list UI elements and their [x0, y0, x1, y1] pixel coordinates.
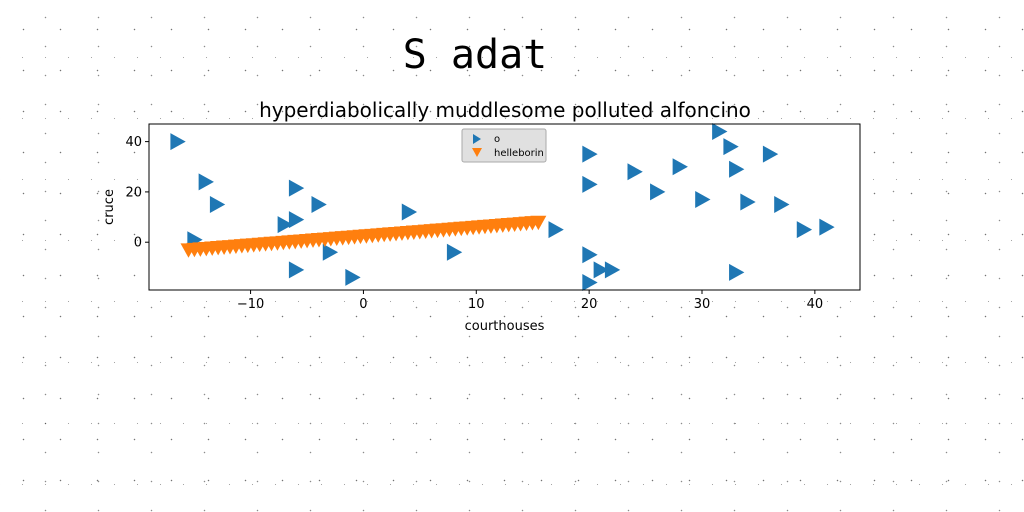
scatter-point-o [695, 190, 711, 208]
x-tick-label: 30 [694, 297, 711, 312]
scatter-point-o [762, 145, 779, 163]
scatter-point-o [170, 133, 186, 151]
series-layer [170, 123, 835, 291]
figure-suptitle: S adat [403, 32, 548, 78]
scatter-point-o [311, 195, 327, 213]
scatter-point-o [729, 160, 745, 178]
scatter-point-o [288, 211, 305, 229]
legend-marker-o [473, 134, 481, 144]
legend-label-o: o [494, 134, 500, 145]
y-tick-label: 40 [125, 135, 142, 150]
scatter-point-o [796, 221, 813, 239]
scatter-point-o [740, 193, 756, 211]
legend: o helleborin [461, 128, 547, 163]
y-tick-label: 0 [134, 236, 142, 251]
scatter-point-o [819, 218, 835, 236]
scatter-point-o [446, 243, 463, 261]
scatter-point-o [582, 273, 598, 291]
plot-frame [148, 123, 861, 291]
x-tick-label: 10 [468, 297, 485, 312]
scatter-point-o [288, 261, 305, 279]
x-axis-label: courthouses [465, 319, 545, 334]
scatter-point-o [729, 263, 745, 281]
x-tick-label: 40 [807, 297, 824, 312]
y-tick-label: 20 [125, 185, 142, 200]
scatter-point-o [774, 195, 790, 213]
x-tick-label: 0 [359, 297, 367, 312]
scatter-point-o [723, 138, 739, 156]
scatter-point-o [672, 158, 688, 176]
scatter-point-helleborin [530, 215, 547, 231]
scatter-point-o [627, 163, 643, 181]
scatter-point-o [198, 173, 214, 191]
x-tick-label: 20 [581, 297, 598, 312]
legend-label-helleborin: helleborin [494, 148, 544, 159]
scatter-point-o [604, 261, 621, 279]
x-axis: −10 0 10 20 30 40 [237, 290, 823, 312]
scatter-point-o [582, 145, 598, 163]
scatter-point-o [593, 261, 609, 279]
scatter-point-o [650, 183, 666, 201]
legend-marker-helleborin [472, 148, 482, 157]
scatter-point-o [288, 179, 305, 197]
scatter-point-o [582, 175, 598, 193]
scatter-point-o [548, 221, 564, 239]
y-axis-label: cruce [102, 189, 117, 225]
scatter-point-o [401, 203, 418, 221]
scatter-point-o [582, 246, 598, 264]
chart-title: hyperdiabolically muddlesome polluted al… [259, 98, 751, 122]
scatter-point-o [322, 243, 339, 261]
scatter-point-o [712, 123, 728, 141]
scatter-point-o [277, 216, 293, 234]
x-tick-label: −10 [237, 297, 264, 312]
legend-box [461, 128, 547, 163]
scatter-point-o [209, 195, 226, 213]
scatter-point-o [345, 268, 361, 286]
y-axis: 0 20 40 [125, 135, 149, 251]
